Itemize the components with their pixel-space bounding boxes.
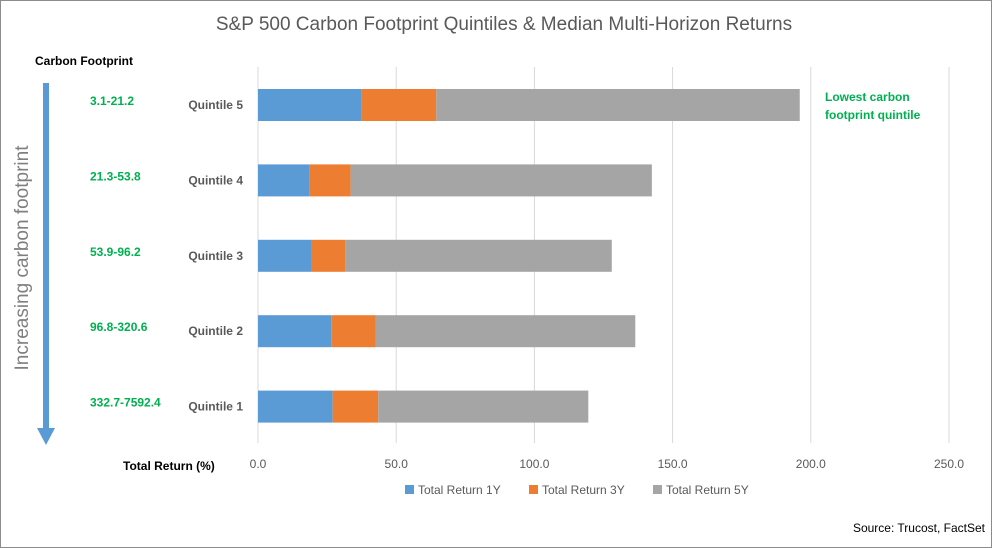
legend-label: Total Return 3Y (542, 483, 625, 497)
source-note: Source: Trucost, FactSet (853, 521, 986, 535)
x-axis-title: Total Return (%) (123, 459, 215, 473)
side-label: Increasing carbon footprint (12, 145, 33, 371)
arrow-shaft (43, 83, 49, 429)
x-tick-label: 150.0 (658, 457, 688, 471)
bar-segment (375, 315, 636, 348)
bar-segment (258, 315, 332, 348)
legend-swatch (529, 485, 538, 494)
bar-segment (309, 164, 351, 197)
carbon-range-labels: 3.1-21.2 21.3-53.8 53.9-96.2 96.8-320.6 332.… (90, 94, 161, 410)
chart-title: S&P 500 Carbon Footprint Quintiles & Med… (216, 14, 792, 35)
x-tick-label: 50.0 (385, 457, 409, 471)
category-label: Quintile 1 (188, 400, 243, 414)
y-axis-title: Carbon Footprint (35, 54, 133, 68)
category-label: Quintile 2 (188, 324, 243, 338)
annotation-line-1: Lowest carbon (825, 90, 910, 104)
bar-segment (378, 390, 589, 423)
bar-segment (258, 89, 362, 121)
arrow-head (37, 428, 55, 445)
carbon-range-label: 96.8-320.6 (90, 320, 148, 334)
carbon-range-label: 53.9-96.2 (90, 245, 141, 259)
bar-segment (258, 164, 310, 197)
legend-label: Total Return 5Y (666, 483, 749, 497)
legend-label: Total Return 1Y (418, 483, 501, 497)
annotation-line-2: footprint quintile (825, 108, 921, 122)
x-tick-label: 200.0 (796, 457, 826, 471)
category-label: Quintile 3 (188, 249, 243, 263)
bar-segment (258, 239, 312, 272)
bar-segment (311, 239, 346, 272)
legend-swatch (653, 485, 662, 494)
category-label: Quintile 5 (188, 98, 243, 112)
bar-segment (361, 89, 437, 121)
bar-group (258, 89, 800, 423)
down-arrow-icon (37, 83, 55, 445)
x-tick-label: 0.0 (250, 457, 267, 471)
carbon-range-label: 21.3-53.8 (90, 169, 141, 183)
bar-segment (345, 239, 612, 272)
legend-swatch (405, 485, 414, 494)
bar-segment (350, 164, 652, 197)
bar-segment (331, 315, 376, 348)
x-tick-label: 250.0 (934, 457, 964, 471)
bar-segment (258, 390, 333, 423)
bar-segment (436, 89, 800, 121)
x-tick-label: 100.0 (519, 457, 549, 471)
carbon-range-label: 3.1-21.2 (90, 94, 134, 108)
legend: Total Return 1Y Total Return 3Y Total Retu… (405, 483, 749, 497)
bar-segment (332, 390, 379, 423)
category-label: Quintile 4 (188, 173, 243, 187)
x-tick-labels: 0.0 50.0 100.0 150.0 200.0 250.0 (250, 457, 965, 471)
category-labels: Quintile 5 Quintile 4 Quintile 3 Quintile 2… (188, 98, 243, 414)
carbon-range-label: 332.7-7592.4 (90, 396, 161, 410)
